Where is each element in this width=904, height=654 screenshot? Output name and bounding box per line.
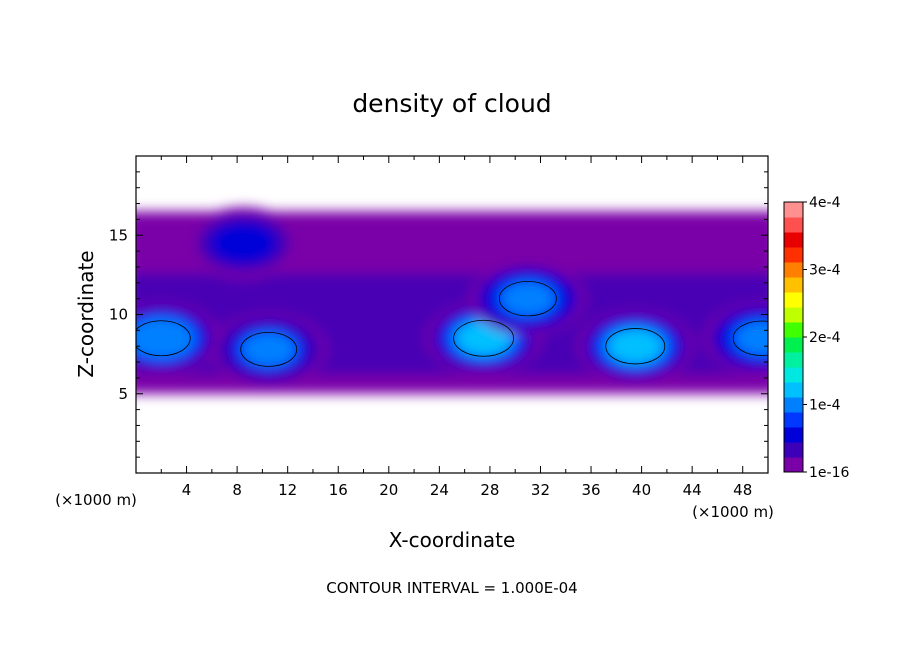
z-axis-title: Z-coordinate xyxy=(74,250,98,377)
contour-line-0 xyxy=(136,320,191,357)
colorbar-tick-label: 1e-16 xyxy=(809,465,849,481)
density-blob-3 xyxy=(457,321,511,355)
colorbar-band xyxy=(784,292,803,308)
density-blob-0 xyxy=(136,321,188,355)
x-tick-label: 4 xyxy=(182,481,192,499)
z-axis: 5 10 15 xyxy=(109,171,768,458)
colorbar-band xyxy=(784,202,803,218)
colorbar-band xyxy=(784,232,803,248)
contour-lines xyxy=(136,280,768,367)
density-blob-5 xyxy=(608,329,662,363)
colorbar-band xyxy=(784,277,803,293)
x-tick-label: 40 xyxy=(632,481,651,499)
x-unit-label-left: (×1000 m) xyxy=(55,491,137,509)
colorbar-band xyxy=(784,247,803,263)
colorbar-band xyxy=(784,367,803,383)
colorbar-band xyxy=(784,262,803,278)
colorbar-band xyxy=(784,397,803,413)
z-tick-label: 10 xyxy=(109,306,128,324)
x-tick-label: 12 xyxy=(278,481,297,499)
colorbar-band xyxy=(784,352,803,368)
contour-line-6 xyxy=(732,320,768,356)
colorbar-tick-label: 4e-4 xyxy=(809,195,841,211)
colorbar-bands xyxy=(784,202,803,473)
x-axis: 4 8 12 16 20 24 28 32 36 40 44 48 xyxy=(160,156,752,499)
x-tick-label: 44 xyxy=(683,481,702,499)
colorbar-ticks: 1e-16 1e-4 2e-4 3e-4 4e-4 xyxy=(803,195,849,481)
density-blob-2 xyxy=(242,332,296,366)
x-tick-label: 28 xyxy=(480,481,499,499)
density-blob-1 xyxy=(216,226,270,260)
contour-line-5 xyxy=(605,328,666,365)
x-tick-label: 36 xyxy=(581,481,600,499)
colorbar-band xyxy=(784,412,803,428)
cloud-density-field xyxy=(136,207,768,394)
field-blobs xyxy=(136,207,768,394)
z-tick-label: 15 xyxy=(109,226,128,244)
colorbar-band xyxy=(784,217,803,233)
colorbar-band xyxy=(784,337,803,353)
chart-title: density of cloud xyxy=(352,89,551,118)
colorbar-band xyxy=(784,382,803,398)
density-blob-4 xyxy=(501,282,555,316)
colorbar-band xyxy=(784,442,803,458)
colorbar: 1e-16 1e-4 2e-4 3e-4 4e-4 xyxy=(783,195,849,481)
x-tick-label: 24 xyxy=(430,481,449,499)
density-blob-6 xyxy=(735,321,768,355)
colorbar-tick-label: 1e-4 xyxy=(809,398,841,414)
x-tick-label: 48 xyxy=(733,481,752,499)
colorbar-tick-label: 2e-4 xyxy=(809,330,841,346)
contour-line-2 xyxy=(240,331,298,367)
x-tick-label: 16 xyxy=(329,481,348,499)
colorbar-band xyxy=(784,307,803,323)
x-tick-label: 8 xyxy=(232,481,242,499)
contour-interval-note: CONTOUR INTERVAL = 1.000E-04 xyxy=(326,579,577,597)
colorbar-band xyxy=(784,322,803,338)
contour-line-4 xyxy=(498,280,557,317)
colorbar-tick-label: 3e-4 xyxy=(809,263,841,279)
x-axis-title: X-coordinate xyxy=(389,528,516,552)
colorbar-band xyxy=(784,427,803,443)
x-unit-label-right: (×1000 m) xyxy=(692,503,774,521)
x-tick-label: 32 xyxy=(531,481,550,499)
x-tick-label: 20 xyxy=(379,481,398,499)
contour-line-3 xyxy=(453,319,515,357)
colorbar-band xyxy=(784,457,803,473)
z-tick-label: 5 xyxy=(118,385,128,403)
